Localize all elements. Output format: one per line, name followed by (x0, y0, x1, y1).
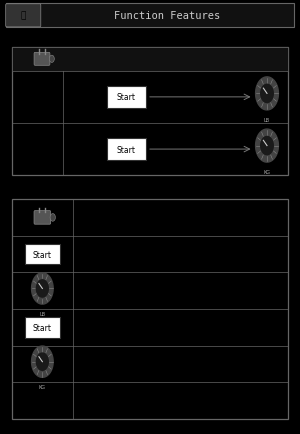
FancyBboxPatch shape (25, 244, 60, 265)
Polygon shape (36, 280, 48, 297)
Circle shape (49, 56, 54, 63)
Text: 🎥: 🎥 (21, 12, 26, 21)
Text: Start: Start (33, 250, 52, 259)
Polygon shape (256, 78, 278, 111)
Text: KG: KG (39, 385, 46, 389)
Polygon shape (261, 85, 273, 103)
FancyBboxPatch shape (6, 4, 294, 28)
Circle shape (50, 214, 56, 222)
FancyBboxPatch shape (12, 48, 288, 176)
Text: Start: Start (33, 323, 52, 332)
Text: Start: Start (116, 93, 136, 102)
FancyBboxPatch shape (106, 86, 146, 109)
Text: KG: KG (263, 170, 271, 174)
Polygon shape (36, 353, 48, 371)
Text: LB: LB (264, 118, 270, 122)
Polygon shape (32, 346, 53, 378)
FancyBboxPatch shape (6, 5, 41, 28)
FancyBboxPatch shape (12, 48, 288, 72)
Polygon shape (261, 137, 273, 155)
FancyBboxPatch shape (12, 200, 288, 419)
FancyBboxPatch shape (34, 211, 51, 225)
FancyBboxPatch shape (25, 317, 60, 338)
FancyBboxPatch shape (106, 138, 146, 161)
Polygon shape (32, 273, 53, 304)
Polygon shape (256, 130, 278, 163)
Text: Function Features: Function Features (114, 11, 220, 21)
Text: Start: Start (116, 145, 136, 154)
Text: LB: LB (39, 311, 45, 316)
FancyBboxPatch shape (34, 53, 50, 66)
